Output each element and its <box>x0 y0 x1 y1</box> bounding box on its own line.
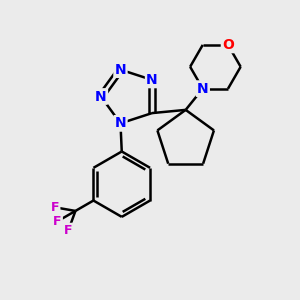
Text: F: F <box>51 201 59 214</box>
Text: N: N <box>115 116 126 130</box>
Text: N: N <box>146 73 158 87</box>
Text: N: N <box>95 89 107 103</box>
Text: O: O <box>222 38 234 52</box>
Text: N: N <box>197 82 208 96</box>
Text: N: N <box>115 63 126 76</box>
Text: F: F <box>64 224 73 237</box>
Text: F: F <box>53 215 62 228</box>
